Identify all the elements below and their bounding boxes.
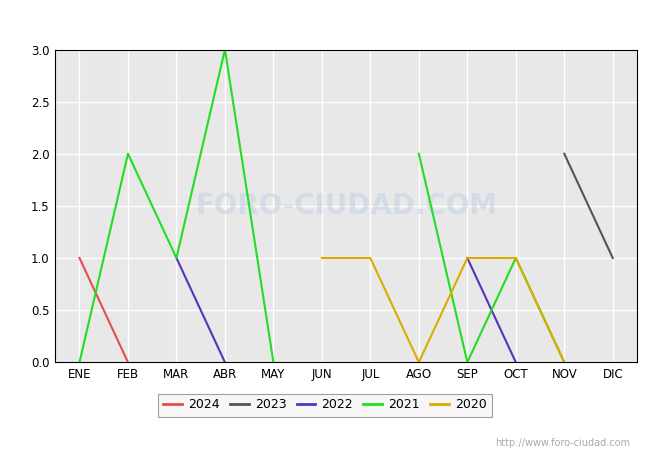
Text: FORO-CIUDAD.COM: FORO-CIUDAD.COM: [195, 192, 497, 220]
Legend: 2024, 2023, 2022, 2021, 2020: 2024, 2023, 2022, 2021, 2020: [159, 393, 491, 417]
Text: http://www.foro-ciudad.com: http://www.foro-ciudad.com: [495, 438, 630, 448]
Text: Matriculaciones de Vehiculos en Palacios del Arzobispo: Matriculaciones de Vehiculos en Palacios…: [105, 12, 545, 27]
